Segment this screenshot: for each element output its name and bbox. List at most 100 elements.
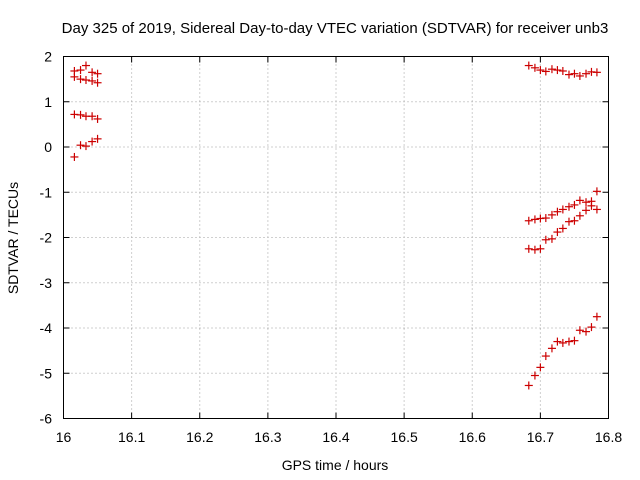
series-early-fourth — [70, 134, 102, 161]
series-late-third — [524, 201, 601, 254]
data-point-plus — [547, 210, 556, 219]
data-point-plus — [553, 207, 562, 216]
data-point-plus — [582, 206, 591, 215]
data-point-plus — [541, 214, 550, 223]
series-late-top — [524, 61, 601, 80]
x-axis-label: GPS time / hours — [282, 457, 389, 473]
data-point-plus — [592, 68, 601, 77]
x-tick-label: 16.1 — [118, 429, 145, 445]
data-point-plus — [530, 215, 539, 224]
data-point-plus — [93, 78, 102, 87]
x-tick-label: 16.6 — [459, 429, 486, 445]
data-point-plus — [570, 336, 579, 345]
x-tick-label: 16.3 — [254, 429, 281, 445]
y-tick-label: -1 — [40, 184, 53, 200]
y-tick-label: -2 — [40, 230, 53, 246]
chart-title: Day 325 of 2019, Sidereal Day-to-day VTE… — [62, 20, 609, 37]
data-point-plus — [81, 142, 90, 151]
data-point-plus — [564, 70, 573, 79]
data-point-plus — [81, 76, 90, 85]
x-tick-label: 16.8 — [595, 429, 622, 445]
data-point-plus — [530, 63, 539, 72]
data-point-plus — [575, 71, 584, 80]
data-point-plus — [93, 134, 102, 143]
series-early-top — [70, 61, 102, 78]
data-point-plus — [592, 187, 601, 196]
x-tick-label: 16 — [56, 429, 72, 445]
data-point-plus — [524, 61, 533, 70]
data-point-plus — [564, 202, 573, 211]
data-point-plus — [592, 312, 601, 321]
data-point-plus — [575, 211, 584, 220]
data-point-plus — [564, 217, 573, 226]
data-point-plus — [524, 216, 533, 225]
y-tick-label: -3 — [40, 275, 53, 291]
data-point-plus — [558, 338, 567, 347]
data-point-plus — [587, 323, 596, 332]
data-point-plus — [582, 69, 591, 78]
data-point-plus — [570, 216, 579, 225]
data-point-plus — [558, 224, 567, 233]
data-point-plus — [575, 326, 584, 335]
data-point-plus — [570, 200, 579, 209]
data-point-plus — [564, 337, 573, 346]
data-point-plus — [70, 72, 79, 81]
data-point-plus — [553, 228, 562, 237]
data-point-plus — [536, 363, 545, 372]
data-point-plus — [553, 66, 562, 75]
series-late-fourth — [524, 312, 601, 390]
data-point-plus — [541, 235, 550, 244]
data-point-plus — [582, 198, 591, 207]
series-early-second — [70, 72, 102, 87]
series-early-third — [70, 110, 102, 123]
data-point-plus — [582, 327, 591, 336]
grid-lines — [63, 56, 609, 419]
data-point-plus — [547, 234, 556, 243]
data-point-plus — [558, 66, 567, 75]
data-point-plus — [541, 352, 550, 361]
data-point-plus — [76, 110, 85, 119]
data-point-plus — [587, 201, 596, 210]
data-point-plus — [575, 196, 584, 205]
data-points — [70, 61, 601, 390]
y-axis-ticks: -6 -5 -4 -3 -2 -1 0 1 2 — [40, 49, 609, 427]
y-tick-label: -5 — [40, 365, 53, 381]
data-point-plus — [93, 69, 102, 78]
series-late-second — [524, 187, 601, 225]
x-tick-label: 16.7 — [527, 429, 554, 445]
data-point-plus — [592, 205, 601, 214]
data-point-plus — [530, 371, 539, 380]
data-point-plus — [524, 381, 533, 390]
data-point-plus — [536, 66, 545, 75]
data-point-plus — [547, 65, 556, 74]
data-point-plus — [88, 68, 97, 77]
data-point-plus — [93, 114, 102, 123]
data-point-plus — [536, 244, 545, 253]
data-point-plus — [558, 205, 567, 214]
data-point-plus — [88, 137, 97, 146]
data-point-plus — [88, 112, 97, 121]
data-point-plus — [81, 61, 90, 70]
x-tick-label: 16.5 — [391, 429, 418, 445]
y-tick-label: -4 — [40, 320, 53, 336]
x-tick-label: 16.4 — [322, 429, 349, 445]
y-tick-label: 2 — [44, 49, 52, 65]
x-tick-label: 16.2 — [186, 429, 213, 445]
data-point-plus — [547, 344, 556, 353]
data-point-plus — [76, 141, 85, 150]
y-tick-label: 0 — [44, 139, 52, 155]
data-point-plus — [524, 244, 533, 253]
data-point-plus — [76, 66, 85, 75]
data-point-plus — [570, 69, 579, 78]
y-tick-label: 1 — [44, 94, 52, 110]
data-point-plus — [70, 152, 79, 161]
data-point-plus — [541, 67, 550, 76]
data-point-plus — [76, 75, 85, 84]
data-point-plus — [553, 337, 562, 346]
y-axis-label: SDTVAR / TECUs — [5, 182, 21, 294]
x-axis-ticks: 16 16.1 16.2 16.3 16.4 16.5 16.6 16.7 16.8 — [56, 56, 622, 445]
data-point-plus — [88, 76, 97, 85]
y-tick-label: -6 — [40, 411, 53, 427]
data-point-plus — [530, 245, 539, 254]
